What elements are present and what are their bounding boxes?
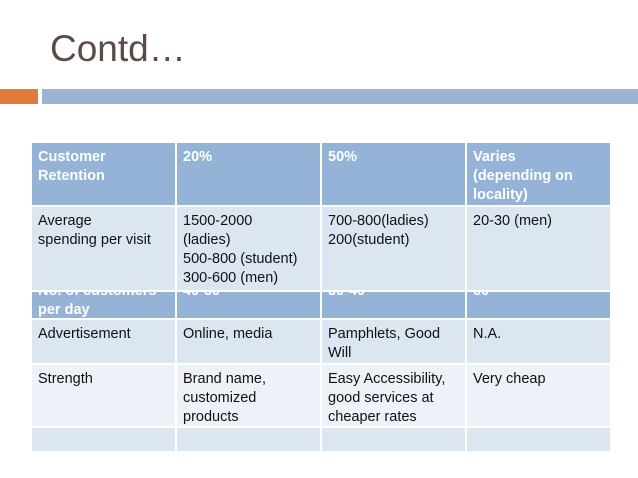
table-cell: 20% <box>177 143 322 207</box>
table-cell <box>467 428 612 453</box>
table-cell <box>32 428 177 453</box>
table-cell: Easy Accessibility, good services at che… <box>322 365 467 428</box>
table-cell: Varies (depending on locality) <box>467 143 612 207</box>
table-cell: Strength <box>32 365 177 428</box>
slide-title: Contd… <box>50 28 186 69</box>
table-cell <box>322 428 467 453</box>
table-cell: Pamphlets, Good Will <box>322 320 467 365</box>
table-cell <box>177 428 322 453</box>
table-cell: Average spending per visit <box>32 207 177 292</box>
table-cell: Brand name, customized products <box>177 365 322 428</box>
header-bar <box>42 89 638 104</box>
table-cell: Online, media <box>177 320 322 365</box>
table-cell: 20-30 (men) <box>467 207 612 292</box>
table-cell: 1500-2000 (ladies) 500-800 (student) 300… <box>177 207 322 292</box>
table-cell: 700-800(ladies) 200(student) <box>322 207 467 292</box>
table-cell: Advertisement <box>32 320 177 365</box>
table-cell: 50% <box>322 143 467 207</box>
table-cell: Very cheap <box>467 365 612 428</box>
accent-bar <box>0 89 38 104</box>
table-cell: Customer Retention <box>32 143 177 207</box>
table-cell: N.A. <box>467 320 612 365</box>
